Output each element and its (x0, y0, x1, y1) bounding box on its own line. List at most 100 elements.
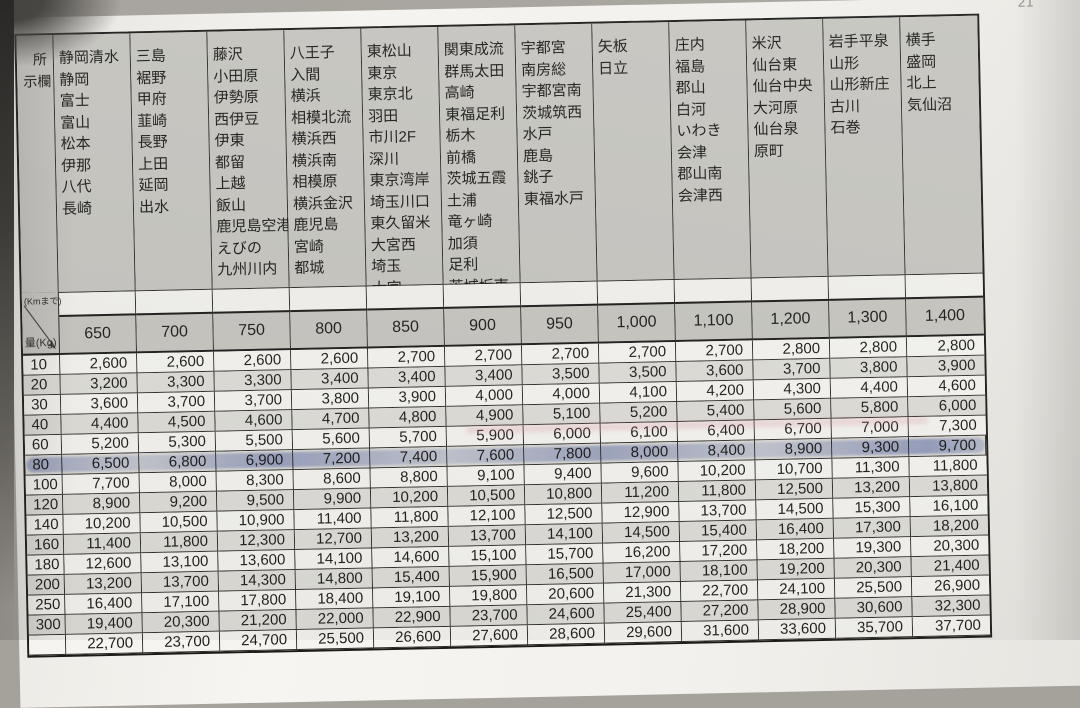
city-name: 高崎 (444, 84, 475, 102)
rate-value-cell: 14,600 (372, 546, 450, 569)
distance-header-cell: 750 (213, 310, 292, 352)
city-name: 群馬太田 (444, 62, 505, 81)
rate-value-cell: 12,600 (64, 553, 142, 575)
rate-value-cell: 4,000 (445, 385, 524, 407)
distance-header-cell: 850 (367, 306, 445, 349)
rate-value-cell: 2,600 (214, 350, 292, 372)
city-column-header: 矢板 日立 (592, 22, 675, 282)
rate-value-cell: 2,700 (368, 346, 446, 369)
rate-value-cell: 13,600 (218, 550, 296, 572)
rate-value-cell: 26,900 (911, 575, 990, 598)
rate-value-cell: 5,300 (138, 431, 217, 454)
city-name: 出水 (138, 198, 170, 216)
city-name: 米沢 (751, 34, 782, 53)
distance-header-cell: 1,000 (598, 302, 676, 344)
city-name: 東久留米 (370, 214, 431, 233)
city-name: 庄内 (674, 36, 705, 54)
rate-value-cell: 3,400 (291, 368, 369, 391)
city-name: 都留 (214, 153, 246, 172)
rate-value-cell: 5,600 (292, 428, 371, 451)
rate-value-cell: 13,100 (141, 551, 219, 574)
rate-table-grid: 所示欄 静岡清水 静岡 富士 富山 松本 伊那 八代 長崎 三島 裾野 甲府 韮崎 長野 上田 延岡 出水 藤沢小… (16, 15, 991, 656)
city-name: 入間 (290, 65, 321, 84)
rate-value-cell: 21,400 (911, 555, 989, 578)
city-name: 盛岡 (905, 53, 937, 71)
city-name: えびの (216, 239, 263, 258)
rate-value-cell: 3,900 (368, 386, 447, 409)
rate-value-cell: 11,800 (140, 531, 219, 554)
rate-value-cell: 3,700 (753, 358, 831, 381)
rate-value-cell: 3,700 (137, 391, 216, 414)
city-name: 東福足利 (444, 105, 506, 124)
weight-label-cell: 120 (26, 494, 64, 516)
rate-value-cell: 11,400 (294, 508, 372, 531)
page-corner-mark: 21 (1017, 0, 1035, 10)
rate-value-cell: 13,700 (141, 571, 220, 594)
city-name: 羽田 (367, 107, 399, 125)
rate-value-cell: 27,600 (450, 625, 529, 647)
rate-value-cell: 17,800 (219, 590, 297, 612)
rate-value-cell: 3,500 (599, 362, 677, 384)
city-name: 茨城筑西 (521, 103, 583, 122)
city-name: 郡山南 (677, 165, 723, 183)
rate-value-cell: 10,500 (140, 511, 218, 534)
rate-value-cell: 4,400 (830, 377, 909, 399)
rate-value-cell: 6,400 (677, 420, 756, 443)
rate-value-cell: 22,700 (65, 633, 144, 655)
rate-value-cell: 12,500 (755, 478, 834, 501)
rate-value-cell: 24,700 (219, 630, 298, 652)
rate-value-cell: 13,800 (909, 475, 988, 498)
city-name: 相模原 (292, 173, 338, 192)
rate-value-cell: 12,100 (448, 505, 526, 527)
city-name: 鹿児島空港 (216, 217, 292, 236)
city-name: 福島 (674, 57, 706, 76)
rate-value-cell: 15,100 (449, 545, 527, 567)
rate-value-cell: 20,300 (911, 535, 989, 558)
rate-value-cell: 18,200 (910, 515, 989, 538)
rate-value-cell: 19,300 (834, 537, 912, 559)
city-name: 伊東 (214, 132, 245, 150)
rate-value-cell: 4,800 (369, 406, 447, 429)
rate-value-cell: 15,400 (679, 520, 758, 542)
rate-value-cell: 13,200 (832, 477, 911, 499)
rate-value-cell: 13,200 (64, 573, 143, 595)
rate-value-cell: 27,200 (681, 600, 759, 622)
city-column-header: 宇都宮 南房総 宇都宮南 茨城筑西 水戸 鹿島 銚子 東福水戸 (515, 23, 598, 284)
city-name: 水戸 (522, 125, 553, 144)
rate-table: 所示欄 静岡清水 静岡 富士 富山 松本 伊那 八代 長崎 三島 裾野 甲府 韮崎 長野 上田 延岡 出水 藤沢小… (14, 13, 993, 658)
distance-unit-label: (Kmまで) (23, 295, 62, 307)
rate-value-cell: 25,500 (296, 628, 375, 651)
rate-value-cell: 8,400 (678, 440, 756, 463)
rate-value-cell: 3,800 (830, 357, 908, 379)
city-name: 会津西 (677, 186, 724, 205)
city-column-header: 藤沢 小田原 伊勢原 西伊豆 伊東 都留 上越 飯山 鹿児島空港 えびの 九州川内 (207, 30, 292, 290)
rate-value-cell: 5,600 (754, 398, 832, 421)
city-name: 上越 (215, 175, 246, 193)
city-name: 前橋 (445, 148, 477, 167)
rate-value-cell: 6,900 (216, 450, 294, 472)
city-name: 深川 (368, 150, 400, 168)
city-name: 東京北 (367, 85, 413, 104)
rate-value-cell: 15,300 (833, 497, 911, 519)
rate-value-cell: 20,300 (834, 557, 912, 579)
city-name: 栃木 (445, 127, 476, 145)
city-name: 大河原 (752, 98, 799, 117)
city-name: 延岡 (138, 176, 169, 195)
gap-cell (443, 283, 522, 307)
rate-value-cell: 15,400 (372, 566, 451, 589)
rate-value-cell: 16,100 (910, 495, 988, 518)
rate-value-cell: 4,500 (138, 411, 216, 434)
rate-value-cell: 6,100 (600, 422, 679, 444)
rate-value-cell: 12,300 (217, 530, 296, 552)
rate-value-cell: 6,000 (908, 395, 986, 418)
rate-value-cell: 6,500 (62, 453, 140, 475)
rate-value-cell: 19,100 (373, 586, 451, 609)
rate-value-cell: 22,900 (373, 606, 451, 629)
diagonal-divider-icon (23, 305, 56, 350)
rate-value-cell: 3,500 (522, 363, 600, 386)
rate-value-cell: 4,100 (599, 382, 678, 404)
rate-value-cell: 2,600 (60, 353, 138, 375)
rate-value-cell: 4,600 (907, 375, 986, 398)
rate-value-cell: 9,900 (293, 488, 372, 511)
rate-value-cell: 5,200 (61, 433, 140, 455)
